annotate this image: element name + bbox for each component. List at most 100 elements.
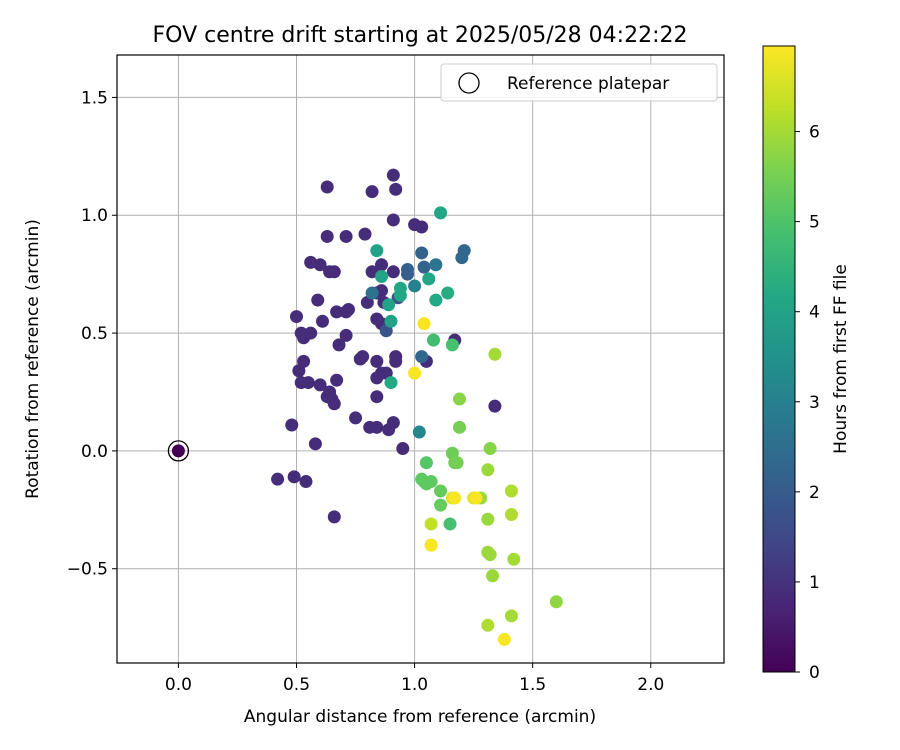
x-tick-label: 0.0: [165, 675, 192, 695]
scatter-point: [389, 182, 403, 196]
scatter-point: [415, 220, 429, 234]
scatter-point: [339, 328, 353, 342]
y-tick-label: 0.5: [81, 324, 108, 344]
scatter-point: [384, 376, 398, 390]
scatter-point: [341, 303, 355, 317]
scatter-point: [488, 399, 502, 413]
scatter-point: [384, 314, 398, 328]
scatter-point: [408, 279, 422, 293]
scatter-point: [301, 376, 315, 390]
scatter-point: [419, 456, 433, 470]
y-tick-label: −0.5: [67, 560, 108, 580]
scatter-point: [424, 538, 438, 552]
scatter-point: [448, 491, 462, 505]
scatter-point: [349, 411, 363, 425]
scatter-point: [308, 437, 322, 451]
colorbar-tick-label: 5: [809, 213, 820, 233]
scatter-point: [285, 418, 299, 432]
scatter-point: [386, 416, 400, 430]
scatter-point: [353, 352, 367, 366]
scatter-point: [504, 508, 518, 522]
scatter-point: [325, 392, 339, 406]
legend-box: [440, 63, 718, 102]
scatter-point: [375, 258, 389, 272]
scatter-point: [327, 265, 341, 279]
scatter-point: [171, 444, 185, 458]
scatter-point: [549, 595, 563, 609]
scatter-point: [450, 456, 464, 470]
scatter-point: [365, 286, 379, 300]
scatter-point: [412, 425, 426, 439]
scatter-point: [452, 392, 466, 406]
scatter-point: [393, 288, 407, 302]
scatter-point: [488, 347, 502, 361]
scatter-point: [481, 512, 495, 526]
scatter-point: [330, 373, 344, 387]
scatter-point: [290, 310, 304, 324]
scatter-point: [424, 475, 438, 489]
chart-title: FOV centre drift starting at 2025/05/28 …: [153, 23, 688, 48]
scatter-point: [481, 463, 495, 477]
colorbar-label: Hours from first FF file: [831, 264, 851, 454]
plot-frame: [116, 54, 725, 664]
scatter-point: [415, 246, 429, 260]
scatter-point: [386, 265, 400, 279]
scatter-point: [313, 378, 327, 392]
scatter-point: [441, 286, 455, 300]
scatter-point: [452, 420, 466, 434]
scatter-point: [417, 260, 431, 274]
scatter-point: [483, 442, 497, 456]
scatter-point: [370, 354, 384, 368]
x-axis-ticks: 0.0 0.5 1.0 1.5 2.0: [165, 663, 664, 695]
scatter-point: [332, 338, 346, 352]
scatter-point: [386, 168, 400, 182]
scatter-point: [382, 298, 396, 312]
scatter-point: [429, 258, 443, 272]
y-tick-label: 1.0: [81, 206, 108, 226]
scatter-point: [504, 609, 518, 623]
x-tick-label: 2.0: [637, 675, 664, 695]
scatter-point: [330, 305, 344, 319]
x-tick-label: 0.5: [283, 675, 310, 695]
scatter-point: [358, 227, 372, 241]
scatter-point: [389, 354, 403, 368]
colorbar-gradient: [762, 45, 796, 673]
legend: Reference platepar: [440, 63, 718, 102]
scatter-point: [415, 350, 429, 364]
colorbar-tick-label: 2: [809, 483, 820, 503]
scatter-point: [327, 510, 341, 524]
x-tick-label: 1.5: [519, 675, 546, 695]
scatter-point: [426, 333, 440, 347]
legend-reference-icon: [458, 72, 480, 94]
scatter-point: [304, 326, 318, 340]
scatter-point: [483, 548, 497, 562]
scatter-point: [497, 632, 511, 646]
scatter-point: [271, 472, 285, 486]
scatter-point: [320, 229, 334, 243]
scatter-point: [443, 517, 457, 531]
scatter-point: [386, 213, 400, 227]
scatter-point: [424, 517, 438, 531]
scatter-point: [313, 258, 327, 272]
scatter-point: [486, 569, 500, 583]
scatter-point: [445, 338, 459, 352]
legend-reference-label: Reference platepar: [507, 74, 669, 94]
x-tick-label: 1.0: [401, 675, 428, 695]
scatter-point: [429, 293, 443, 307]
scatter-point: [417, 317, 431, 331]
colorbar-tick-label: 6: [809, 123, 820, 143]
scatter-point: [370, 390, 384, 404]
colorbar-tick-label: 4: [809, 303, 820, 323]
scatter-point: [297, 354, 311, 368]
y-axis-label: Rotation from reference (arcmin): [23, 219, 43, 499]
scatter-point: [469, 491, 483, 505]
reference-marker: [167, 440, 190, 462]
scatter-point: [422, 272, 436, 286]
colorbar: 0 1 2 3 4 5 6 Hours from first FF file: [762, 45, 851, 683]
scatter-point: [504, 484, 518, 498]
scatter-point: [455, 251, 469, 265]
scatter-point: [396, 442, 410, 456]
scatter-point: [434, 484, 448, 498]
y-tick-label: 1.5: [81, 88, 108, 108]
